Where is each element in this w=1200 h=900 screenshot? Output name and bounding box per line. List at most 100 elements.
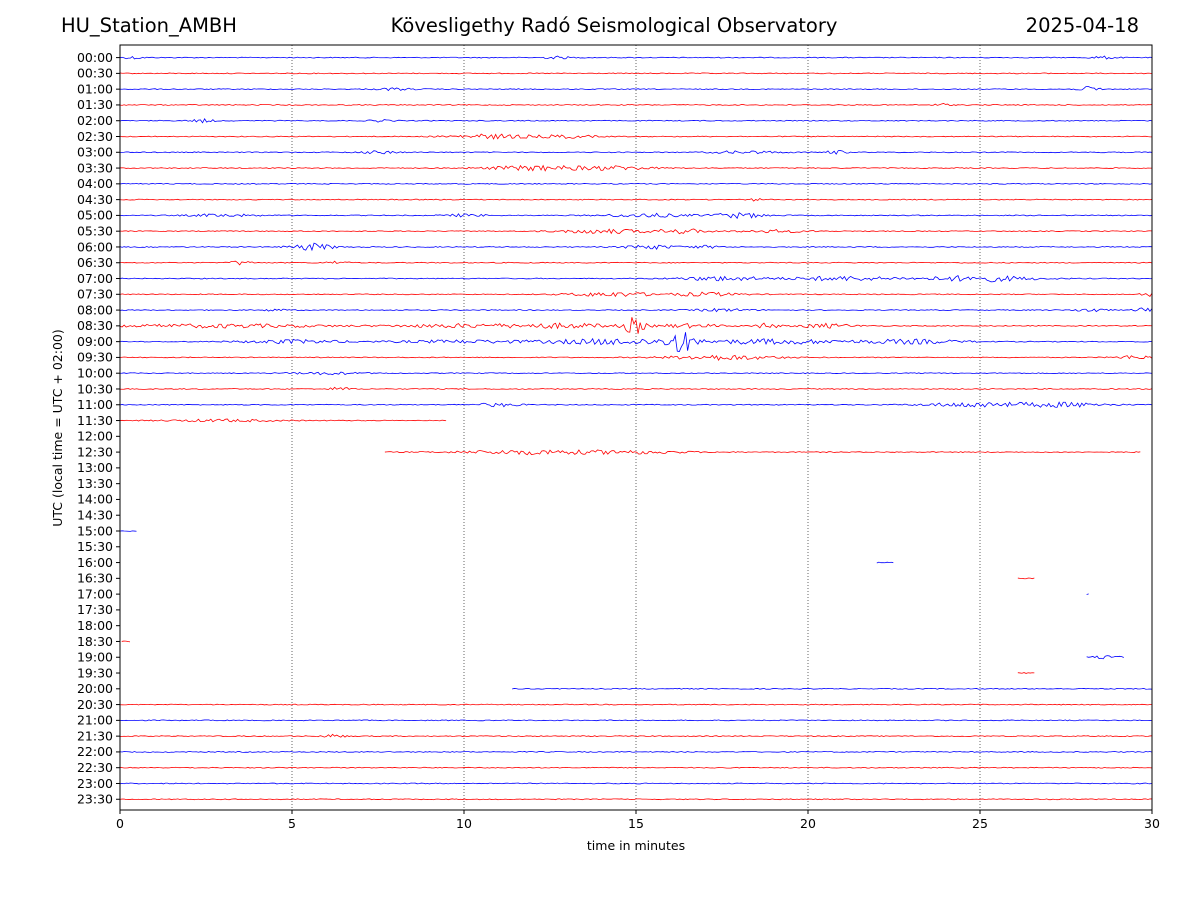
trace-segment [119, 719, 1153, 722]
trace-lines [119, 55, 1153, 801]
trace-segment [119, 307, 1153, 313]
y-tick-label: 07:00 [77, 271, 113, 286]
x-tick-label: 0 [116, 816, 124, 831]
trace-segment [119, 317, 1153, 334]
trace-segment [119, 354, 1153, 362]
x-tick-label: 15 [628, 816, 644, 831]
y-tick-label: 17:00 [77, 586, 113, 601]
x-tick-label: 25 [972, 816, 988, 831]
y-tick-label: 09:00 [77, 334, 113, 349]
trace-segment [119, 260, 1153, 266]
trace-segment [119, 242, 1153, 252]
y-tick-label: 01:00 [77, 81, 113, 96]
trace-segment [119, 275, 1153, 283]
y-tick-label: 13:30 [77, 476, 113, 491]
trace-segment [119, 72, 1153, 75]
y-tick-label: 01:30 [77, 97, 113, 112]
y-tick-label: 20:30 [77, 697, 113, 712]
y-tick-label: 22:30 [77, 760, 113, 775]
y-tick-label: 09:30 [77, 350, 113, 365]
chart-title: Kövesligethy Radó Seismological Observat… [390, 14, 838, 37]
y-tick-label: 06:30 [77, 255, 113, 270]
y-tick-label: 15:00 [77, 523, 113, 538]
y-tick-label: 18:30 [77, 634, 113, 649]
y-tick-label: 12:00 [77, 429, 113, 444]
trace-segment [119, 103, 1153, 106]
y-tick-label: 08:00 [77, 302, 113, 317]
y-tick-label: 00:30 [77, 66, 113, 81]
y-tick-label: 10:00 [77, 366, 113, 381]
trace-segment [119, 733, 1153, 738]
trace-segment [119, 198, 1153, 202]
y-tick-label: 11:00 [77, 397, 113, 412]
trace-segment [119, 182, 1153, 185]
trace-segment [1086, 655, 1124, 660]
y-tick-label: 23:00 [77, 776, 113, 791]
trace-segment [1017, 577, 1035, 580]
trace-segment [119, 530, 137, 532]
grid-lines [291, 45, 981, 810]
x-axis-ticks: 0 5 10 15 20 25 30 [116, 810, 1160, 831]
trace-segment [119, 228, 1153, 235]
y-tick-label: 14:30 [77, 508, 113, 523]
y-axis-ticks: 00:0000:3001:0001:3002:0002:3003:0003:30… [77, 50, 120, 807]
trace-segment [1017, 672, 1035, 674]
x-tick-label: 10 [456, 816, 472, 831]
trace-segment [384, 449, 1141, 456]
trace-segment [119, 118, 1153, 124]
x-tick-label: 5 [288, 816, 296, 831]
trace-segment [119, 703, 1153, 706]
y-tick-label: 21:30 [77, 728, 113, 743]
trace-segment [119, 766, 1153, 769]
y-tick-label: 13:00 [77, 460, 113, 475]
trace-segment [512, 687, 1153, 690]
trace-segment [1086, 593, 1089, 595]
y-tick-label: 02:00 [77, 113, 113, 128]
trace-segment [119, 401, 1153, 408]
y-tick-label: 08:30 [77, 318, 113, 333]
y-tick-label: 18:00 [77, 618, 113, 633]
trace-segment [121, 640, 131, 643]
y-tick-label: 10:30 [77, 381, 113, 396]
y-tick-label: 07:30 [77, 287, 113, 302]
trace-segment [119, 751, 1153, 753]
y-tick-label: 15:30 [77, 539, 113, 554]
y-tick-label: 02:30 [77, 129, 113, 144]
trace-segment [119, 332, 1153, 352]
y-tick-label: 00:00 [77, 50, 113, 65]
y-tick-label: 04:30 [77, 192, 113, 207]
y-tick-label: 19:30 [77, 665, 113, 680]
y-tick-label: 22:00 [77, 744, 113, 759]
chart-date: 2025-04-18 [1025, 14, 1139, 37]
y-tick-label: 05:30 [77, 223, 113, 238]
y-tick-label: 12:30 [77, 444, 113, 459]
x-tick-label: 20 [800, 816, 816, 831]
y-tick-label: 19:00 [77, 650, 113, 665]
y-tick-label: 11:30 [77, 413, 113, 428]
station-name: HU_Station_AMBH [61, 14, 237, 37]
x-axis-label: time in minutes [587, 838, 685, 853]
trace-segment [119, 798, 1153, 801]
y-tick-label: 05:00 [77, 208, 113, 223]
trace-segment [119, 133, 1153, 140]
y-tick-label: 03:00 [77, 145, 113, 160]
trace-segment [876, 561, 894, 564]
y-axis-label: UTC (local time = UTC + 02:00) [50, 329, 65, 527]
trace-segment [119, 371, 1153, 376]
trace-segment [119, 418, 447, 423]
y-tick-label: 21:00 [77, 713, 113, 728]
y-tick-label: 06:00 [77, 239, 113, 254]
trace-segment [119, 164, 1153, 172]
trace-segment [119, 291, 1153, 298]
trace-segment [119, 212, 1153, 220]
y-tick-label: 17:30 [77, 602, 113, 617]
trace-segment [119, 782, 1153, 785]
y-tick-label: 16:30 [77, 571, 113, 586]
y-tick-label: 03:30 [77, 160, 113, 175]
y-tick-label: 14:00 [77, 492, 113, 507]
trace-segment [119, 55, 1153, 60]
y-tick-label: 23:30 [77, 792, 113, 807]
y-tick-label: 16:00 [77, 555, 113, 570]
trace-segment [119, 150, 1153, 155]
